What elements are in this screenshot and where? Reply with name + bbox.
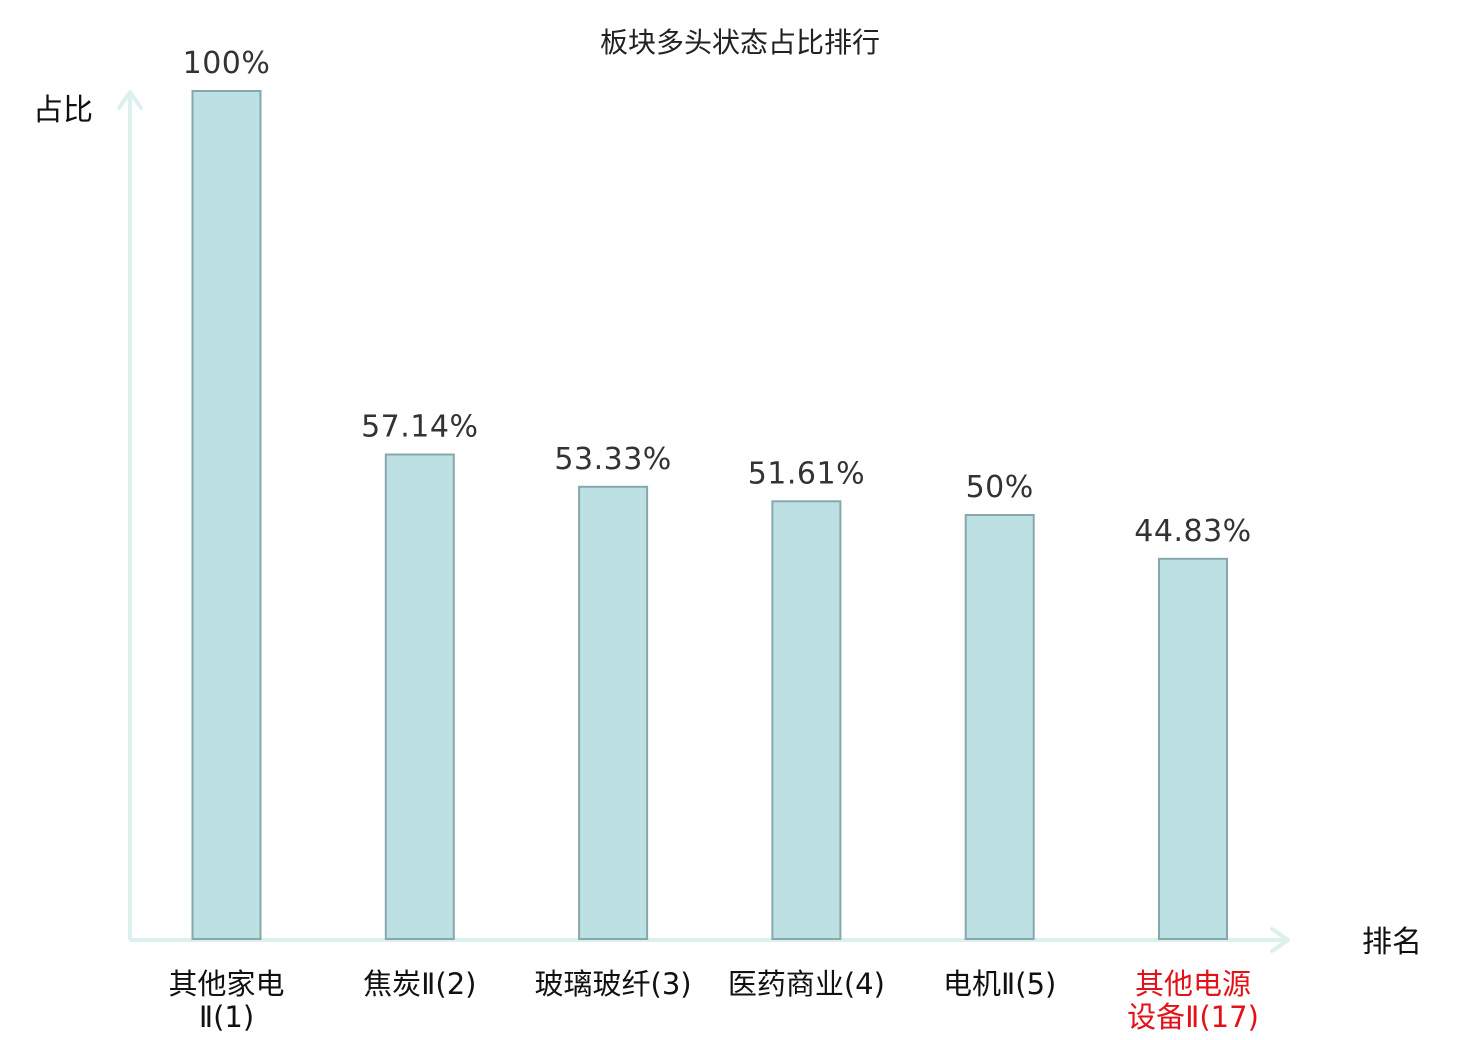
bar <box>191 90 262 940</box>
category-label: 医药商业(4) <box>728 967 885 1001</box>
category-label-line: 设备Ⅱ(17) <box>1127 1000 1259 1034</box>
x-axis <box>130 927 1290 953</box>
y-axis <box>117 90 143 940</box>
category-label: 电机Ⅱ(5) <box>943 967 1056 1001</box>
bar-value-label: 53.33% <box>554 442 671 477</box>
category-label: 其他电源设备Ⅱ(17) <box>1127 967 1259 1034</box>
category-labels-group: 其他家电 Ⅱ(1) 焦炭Ⅱ(2) 玻璃玻纤(3) 医药商业(4) 电机Ⅱ(5) 其他电源设备… <box>168 967 1258 1034</box>
category-label: 玻璃玻纤(3) <box>535 967 692 1001</box>
category-label-line: Ⅱ(1) <box>199 1000 254 1034</box>
x-axis-label: 排名 <box>1362 925 1422 960</box>
bar <box>771 500 842 940</box>
x-axis-arrow-icon <box>1270 927 1290 953</box>
category-label: 其他家电 Ⅱ(1) <box>168 967 284 1034</box>
value-labels-group: 100% 57.14% 53.33% 51.61% 50% 44.83% <box>183 46 1252 549</box>
bar-value-label: 50% <box>966 470 1034 505</box>
bar-value-label: 44.83% <box>1134 514 1251 549</box>
bar <box>384 453 455 940</box>
bar <box>578 485 649 940</box>
bar-value-label: 51.61% <box>748 456 865 491</box>
bar-value-label: 100% <box>183 46 271 81</box>
bar <box>964 514 1035 940</box>
bar-value-label: 57.14% <box>361 410 478 445</box>
y-axis-label: 占比 <box>33 93 93 128</box>
category-label: 焦炭Ⅱ(2) <box>363 967 476 1001</box>
chart-title: 板块多头状态占比排行 <box>600 26 880 59</box>
category-label-line: 玻璃玻纤(3) <box>535 967 692 1001</box>
bar <box>1158 557 1228 940</box>
category-label-line: 焦炭Ⅱ(2) <box>363 967 476 1001</box>
category-label-line: 医药商业(4) <box>728 967 885 1001</box>
bars-group <box>191 90 1228 940</box>
category-label-line: 电机Ⅱ(5) <box>943 967 1056 1001</box>
y-axis-arrow-icon <box>117 90 143 110</box>
category-label-line: 其他电源 <box>1135 967 1251 1001</box>
category-label-line: 其他家电 <box>168 967 284 1001</box>
